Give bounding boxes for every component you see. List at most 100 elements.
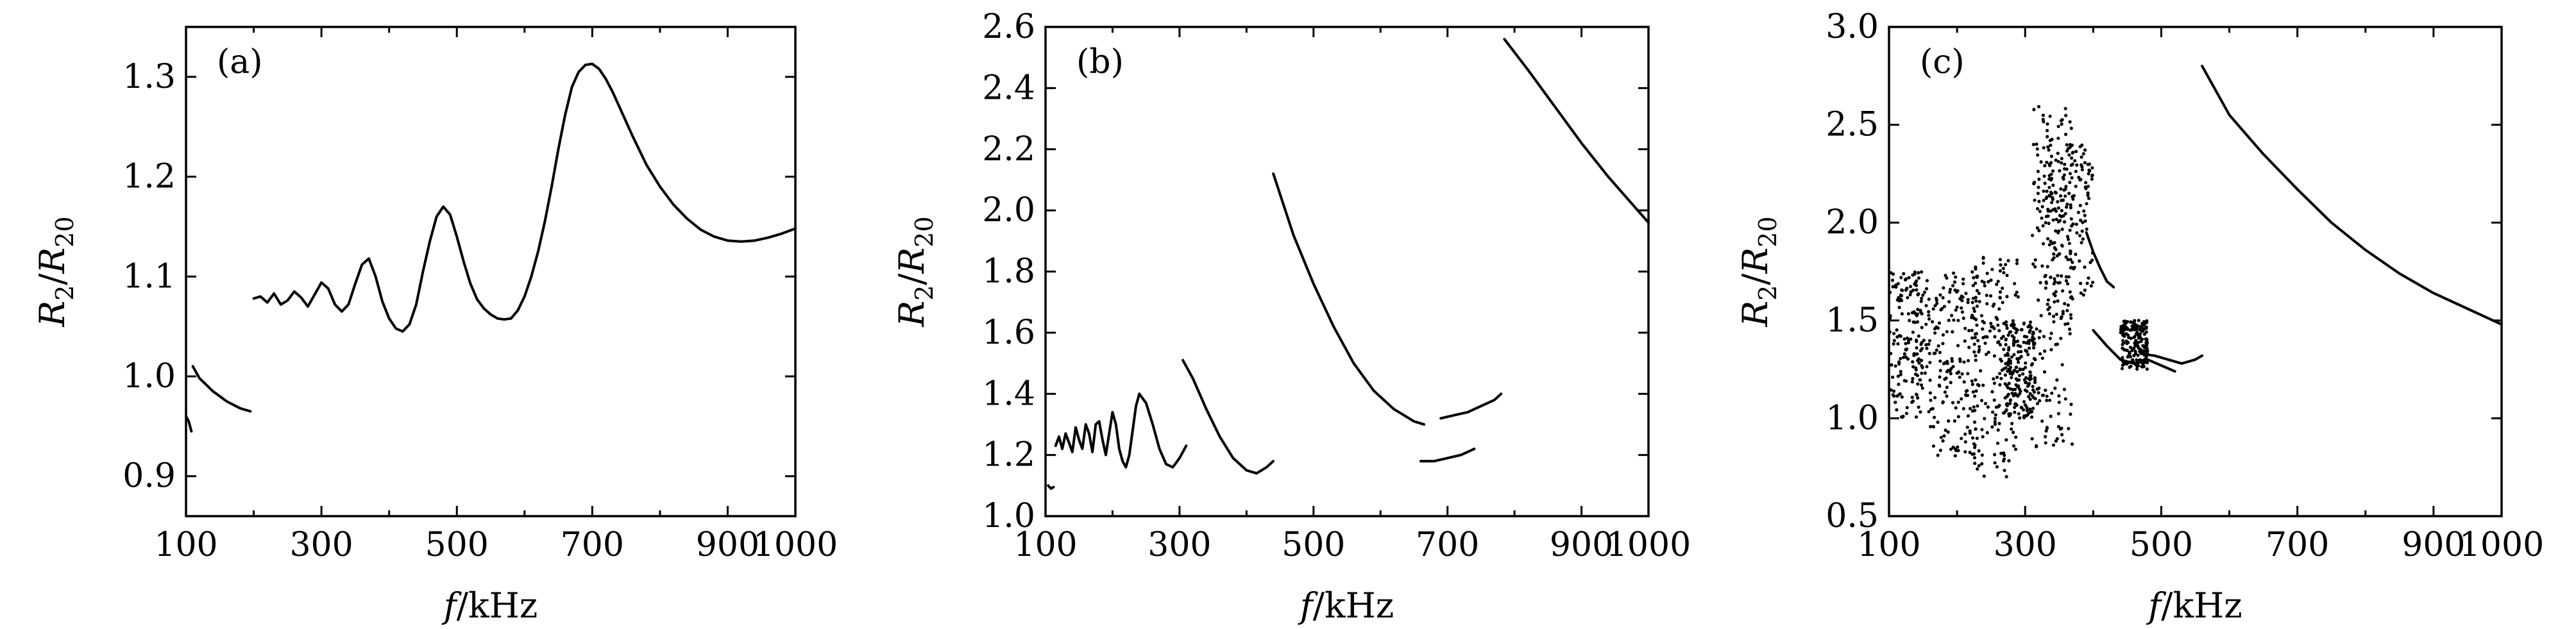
scatter-point — [1913, 272, 1917, 276]
scatter-point — [2063, 162, 2067, 166]
scatter-point — [2086, 191, 2090, 195]
scatter-point — [1979, 399, 1984, 403]
scatter-point — [1899, 276, 1903, 280]
scatter-point — [2048, 114, 2052, 118]
scatter-point — [1983, 341, 1987, 345]
scatter-point — [2046, 135, 2049, 138]
scatter-point — [2024, 380, 2028, 384]
scatter-point — [2051, 443, 2055, 447]
scatter-point — [2044, 221, 2047, 224]
scatter-point — [1975, 289, 1979, 292]
plot-frame — [1044, 26, 1650, 517]
scatter-point — [1974, 317, 1978, 321]
scatter-point — [2006, 333, 2010, 337]
scatter-point — [2138, 335, 2142, 339]
scatter-point — [2074, 169, 2078, 173]
scatter-point — [1936, 453, 1940, 457]
scatter-point — [2046, 303, 2049, 306]
scatter-point — [2004, 362, 2008, 365]
scatter-point — [2043, 181, 2047, 185]
scatter-point — [2046, 214, 2050, 218]
scatter-point — [1970, 315, 1974, 319]
scatter-point — [2037, 185, 2040, 189]
scatter-point — [1919, 410, 1922, 414]
scatter-point — [2037, 391, 2040, 395]
scatter-point — [1919, 342, 1923, 346]
scatter-point — [2081, 221, 2085, 224]
scatter-point — [2088, 169, 2092, 172]
scatter-point — [2049, 155, 2053, 158]
scatter-point — [2090, 166, 2094, 170]
scatter-point — [1950, 314, 1954, 317]
scatter-point — [1896, 281, 1900, 285]
scatter-point — [2029, 326, 2033, 330]
scatter-point — [1990, 390, 1994, 394]
scatter-point — [2002, 459, 2006, 463]
scatter-point — [1905, 406, 1909, 410]
scatter-point — [1917, 334, 1920, 338]
scatter-point — [1907, 276, 1911, 280]
scatter-point — [2135, 358, 2139, 362]
scatter-point — [1957, 370, 1961, 374]
scatter-point — [2056, 160, 2060, 164]
scatter-point — [2047, 185, 2051, 189]
scatter-point — [2046, 237, 2050, 240]
scatter-point — [2057, 252, 2061, 256]
scatter-point — [2121, 325, 2125, 329]
scatter-point — [2126, 320, 2130, 324]
scatter-point — [1935, 301, 1939, 305]
scatter-point — [1976, 404, 1979, 408]
scatter-point — [2138, 332, 2142, 336]
scatter-point — [2001, 301, 2004, 305]
scatter-point — [1915, 312, 1919, 316]
scatter-point — [2052, 281, 2056, 286]
x-tick-label: 500 — [1282, 526, 1345, 564]
scatter-point — [2145, 339, 2149, 342]
scatter-point — [2014, 365, 2018, 369]
scatter-point — [2049, 190, 2053, 194]
scatter-point — [1932, 415, 1936, 419]
scatter-point — [2054, 247, 2058, 251]
scatter-point — [1998, 258, 2002, 262]
scatter-point — [2018, 392, 2022, 396]
scatter-point — [2051, 258, 2055, 262]
scatter-point — [2021, 372, 2025, 376]
scatter-point — [1941, 296, 1945, 299]
scatter-point — [1977, 464, 1981, 467]
scatter-point — [1974, 378, 1978, 382]
x-tick-label: 700 — [561, 526, 624, 564]
scatter-point — [1942, 434, 1946, 438]
scatter-point — [2078, 203, 2082, 208]
scatter-point — [2004, 337, 2008, 341]
scatter-point — [1888, 330, 1892, 334]
scatter-point — [2136, 353, 2140, 357]
scatter-point — [2026, 413, 2029, 417]
scatter-point — [1915, 346, 1919, 350]
scatter-point — [1938, 351, 1942, 355]
scatter-point — [2014, 435, 2018, 439]
scatter-point — [1997, 307, 2001, 311]
scatter-point — [2074, 222, 2078, 226]
scatter-point — [1970, 382, 1974, 387]
series-line — [2092, 329, 2176, 373]
scatter-point — [1966, 301, 1970, 305]
scatter-point — [2023, 365, 2028, 369]
scatter-point — [2030, 437, 2034, 440]
scatter-point — [2001, 267, 2005, 271]
scatter-point — [1960, 310, 1964, 314]
scatter-point — [2066, 303, 2070, 307]
scatter-point — [2011, 371, 2015, 374]
scatter-point — [2064, 185, 2068, 189]
scatter-point — [2007, 382, 2011, 385]
scatter-point — [1891, 285, 1895, 289]
scatter-point — [2134, 332, 2139, 336]
scatter-point — [2031, 262, 2035, 266]
scatter-point — [1894, 400, 1897, 405]
scatter-point — [1962, 380, 1966, 384]
series-line — [1138, 392, 1188, 469]
scatter-point — [2078, 233, 2082, 238]
scatter-point — [2017, 374, 2021, 378]
scatter-point — [2090, 177, 2094, 181]
scatter-point — [1993, 461, 1997, 465]
scatter-point — [2025, 406, 2029, 410]
